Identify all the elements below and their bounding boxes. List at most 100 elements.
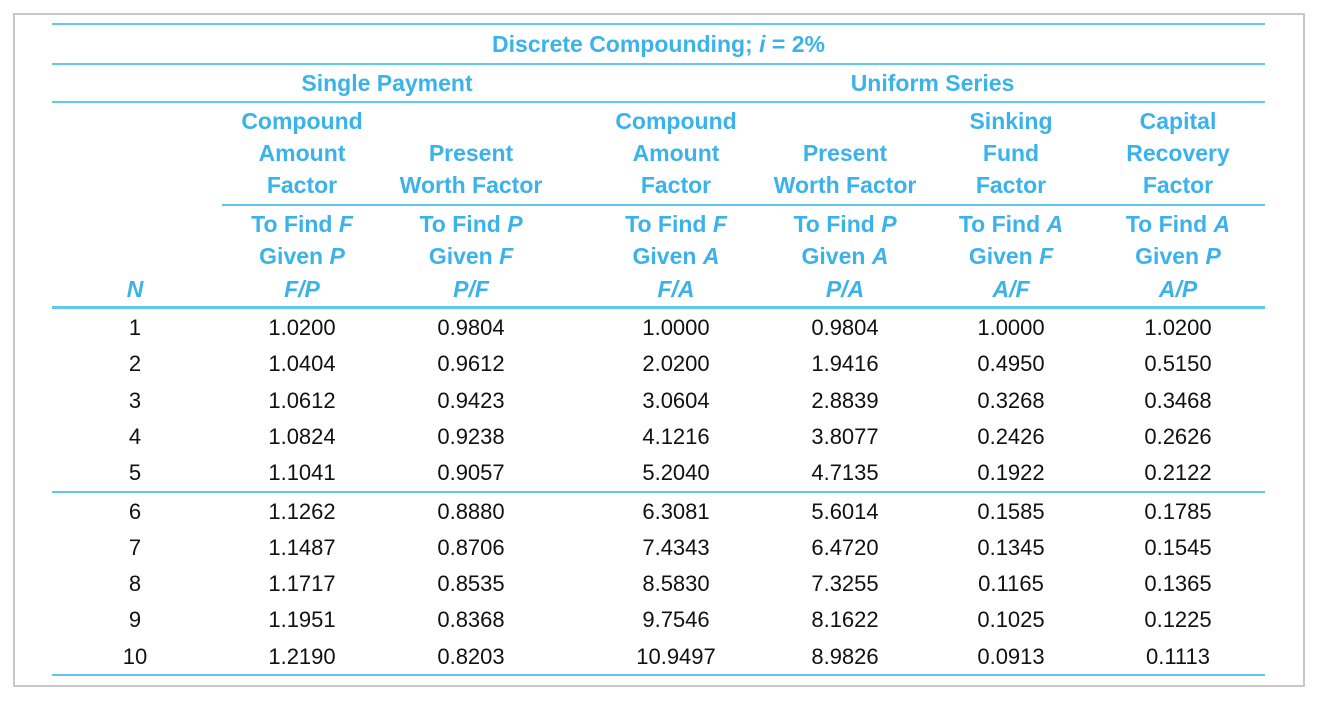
column-name-line: Compound <box>615 108 737 134</box>
given-label: Given A <box>801 243 889 269</box>
given-label: Given A <box>632 243 720 269</box>
column-name-line: Factor <box>975 172 1047 198</box>
table-frame <box>13 13 1305 687</box>
table-cell: 0.9057 <box>437 460 505 486</box>
group-uniform-series: Uniform Series <box>850 70 1015 96</box>
table-cell: 0.3268 <box>977 387 1045 413</box>
table-cell: 5.2040 <box>642 460 710 486</box>
row-n-cell: 1 <box>128 315 142 340</box>
given-label: Given F <box>968 243 1054 269</box>
table-cell: 1.1262 <box>268 498 336 524</box>
table-cell: 6.3081 <box>642 498 710 524</box>
table-cell: 0.1345 <box>977 534 1045 560</box>
table-cell: 7.4343 <box>642 534 710 560</box>
row-n-cell: 8 <box>128 571 142 597</box>
table-cell: 0.2426 <box>977 423 1045 449</box>
table-cell: 0.1545 <box>1144 534 1212 560</box>
table-cell: 1.0824 <box>268 423 336 449</box>
table-cell: 0.9238 <box>437 423 505 449</box>
table-title: Discrete Compounding; i = 2% <box>492 31 825 57</box>
group-single-payment: Single Payment <box>301 70 473 96</box>
column-name-line: Compound <box>241 108 363 134</box>
column-name-line: Capital <box>1139 108 1217 134</box>
row-n-cell: 6 <box>128 498 142 524</box>
bottom-rule <box>52 674 1265 676</box>
table-cell: 0.2626 <box>1144 423 1212 449</box>
table-cell: 0.9804 <box>437 315 505 340</box>
table-cell: 0.8880 <box>437 498 505 524</box>
column-name-line: Fund <box>982 140 1040 166</box>
row-n-cell: 9 <box>128 607 142 633</box>
table-cell: 9.7546 <box>642 607 710 633</box>
table-cell: 1.0000 <box>977 315 1045 340</box>
row-n-cell: 7 <box>128 534 142 560</box>
column-name-line: Amount <box>632 140 720 166</box>
table-cell: 3.0604 <box>642 387 710 413</box>
table-cell: 1.9416 <box>811 351 879 377</box>
column-name-line: Recovery <box>1126 140 1230 166</box>
table-cell: 0.1585 <box>977 498 1045 524</box>
column-name-line: Worth Factor <box>773 172 917 198</box>
column-name-line: Present <box>428 140 514 166</box>
to-find-label: To Find P <box>419 211 523 237</box>
table-cell: 8.9826 <box>811 643 879 669</box>
given-label: Given F <box>428 243 514 269</box>
table-cell: 1.2190 <box>268 643 336 669</box>
table-cell: 0.1113 <box>1145 643 1211 669</box>
table-cell: 0.8706 <box>437 534 505 560</box>
table-cell: 1.1041 <box>268 460 336 486</box>
factor-symbol: F/P <box>284 276 320 302</box>
table-cell: 0.2122 <box>1144 460 1212 486</box>
row-n-cell: 4 <box>128 423 142 449</box>
factor-symbol: F/A <box>657 276 695 302</box>
to-find-label: To Find A <box>958 211 1064 237</box>
table-cell: 1.0000 <box>642 315 710 340</box>
factor-symbol: A/F <box>992 276 1030 302</box>
given-label: Given P <box>1135 243 1221 269</box>
group-rule <box>52 101 1265 103</box>
table-cell: 0.9804 <box>811 315 879 340</box>
table-cell: 0.8203 <box>437 643 505 669</box>
column-name-line: Amount <box>258 140 346 166</box>
row-group-rule <box>52 491 1265 493</box>
table-cell: 1.0612 <box>268 387 336 413</box>
column-name-line: Present <box>802 140 888 166</box>
table-cell: 0.8368 <box>437 607 505 633</box>
table-cell: 0.8535 <box>437 571 505 597</box>
title-rule <box>52 63 1265 65</box>
factor-symbol: P/F <box>453 276 489 302</box>
table-cell: 1.0200 <box>1144 315 1212 340</box>
table-cell: 6.4720 <box>811 534 879 560</box>
row-n-cell: 3 <box>128 387 142 413</box>
table-cell: 0.9423 <box>437 387 505 413</box>
table-cell: 1.0200 <box>268 315 336 340</box>
column-name-line: Sinking <box>969 108 1053 134</box>
to-find-label: To Find P <box>793 211 897 237</box>
to-find-label: To Find F <box>625 211 727 237</box>
factor-symbol: P/A <box>825 276 865 302</box>
table-cell: 0.1922 <box>977 460 1045 486</box>
table-cell: 4.1216 <box>642 423 710 449</box>
n-column-header: N <box>126 276 144 302</box>
row-n-cell: 5 <box>128 460 142 486</box>
table-cell: 0.5150 <box>1144 351 1212 377</box>
table-cell: 7.3255 <box>811 571 879 597</box>
table-cell: 0.1225 <box>1144 607 1212 633</box>
header-rule <box>52 306 1265 309</box>
column-name-line: Worth Factor <box>399 172 543 198</box>
table-cell: 1.1951 <box>268 607 336 633</box>
given-label: Given P <box>259 243 345 269</box>
table-cell: 0.3468 <box>1144 387 1212 413</box>
column-name-line: Factor <box>640 172 712 198</box>
table-cell: 5.6014 <box>811 498 879 524</box>
name-rule <box>222 204 1265 206</box>
table-cell: 0.4950 <box>977 351 1045 377</box>
row-n-cell: 10 <box>122 643 148 669</box>
table-cell: 0.0913 <box>977 643 1045 669</box>
table-cell: 8.1622 <box>811 607 879 633</box>
table-cell: 1.1487 <box>268 534 336 560</box>
to-find-label: To Find A <box>1125 211 1231 237</box>
table-cell: 0.9612 <box>437 351 505 377</box>
factor-symbol: A/P <box>1158 276 1198 302</box>
table-cell: 2.8839 <box>811 387 879 413</box>
